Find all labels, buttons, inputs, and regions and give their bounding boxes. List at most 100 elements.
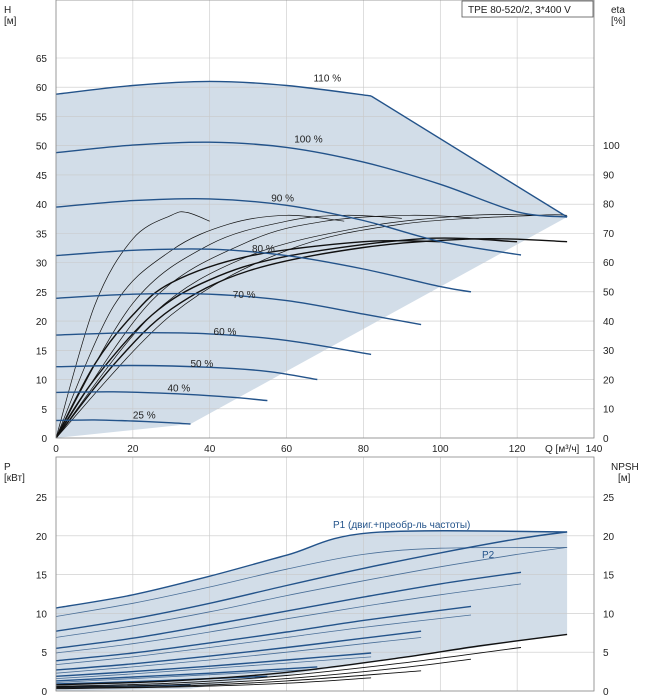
power-axis-unit: [кВт]: [4, 473, 25, 484]
speed-label: 25 %: [133, 411, 156, 422]
npsh-curve: [56, 633, 568, 686]
speed-label: 100 %: [294, 135, 322, 146]
eta-tick-label: 0: [603, 434, 609, 445]
speed-label: 80 %: [252, 244, 275, 255]
head-tick-label: 25: [36, 288, 48, 299]
flow-axis-ticks: 0 20 40 60 80 100 120 140: [53, 444, 603, 455]
speed-curve: [56, 332, 372, 356]
speed-label: 90 %: [271, 194, 294, 205]
eta-tick-label: 50: [603, 288, 615, 299]
power-curves: [56, 530, 568, 690]
eta-curve: [56, 211, 210, 438]
p2-curve: [56, 668, 318, 683]
eta-tick-label: 90: [603, 170, 615, 181]
eta-tick-label: 30: [603, 346, 615, 357]
npsh-tick-label: 15: [603, 571, 615, 582]
eta-axis-label: eta: [611, 5, 625, 16]
eta-tick-label: 100: [603, 141, 620, 152]
p2-curve: [56, 547, 568, 617]
npsh-axis-unit: [м]: [618, 473, 631, 484]
speed-curve: [56, 292, 422, 326]
npsh-axis-ticks: 0 5 10 15 20 25: [603, 493, 615, 698]
eta-tick-label: 20: [603, 375, 615, 386]
efficiency-curves: [56, 211, 568, 438]
power-tick-label: 0: [41, 687, 47, 698]
chart-title-box: TPE 80-520/2, 3*400 V: [461, 0, 594, 18]
head-tick-label: 30: [36, 259, 48, 270]
max-power-boundary: [370, 95, 568, 218]
p1-curve: [56, 605, 472, 662]
flow-tick-label: 120: [509, 444, 526, 455]
power-tick-label: 15: [36, 571, 48, 582]
p1-curve-label: P1 (двиг.+преобр-ль частоты): [333, 519, 470, 531]
eta-tick-label: 40: [603, 317, 615, 328]
p2-curve: [56, 656, 372, 679]
head-tick-label: 20: [36, 317, 48, 328]
head-tick-label: 65: [36, 54, 48, 65]
eta-tick-label: 10: [603, 405, 615, 416]
top-plot-frame: [55, 0, 595, 439]
flow-tick-label: 20: [127, 444, 139, 455]
speed-curve: [56, 248, 472, 293]
speed-labels: 110 % 100 % 90 % 80 % 70 % 60 % 50 % 40 % 25 %: [133, 73, 341, 421]
eta-axis-unit: [%]: [611, 16, 626, 27]
p1-curve: [56, 666, 318, 682]
npsh-axis-label: NPSH: [611, 462, 639, 473]
speed-curve: [56, 141, 568, 218]
power-axis-ticks: 0 5 10 15 20 25: [36, 493, 48, 698]
p1-curve: [56, 530, 568, 609]
head-efficiency-plot: 110 % 100 % 90 % 80 % 70 % 60 % 50 % 40 % 25 % 0…: [4, 0, 626, 455]
npsh-tick-label: 10: [603, 609, 615, 620]
flow-tick-label: 140: [586, 444, 603, 455]
head-tick-label: 10: [36, 376, 48, 387]
power-tick-label: 25: [36, 493, 48, 504]
speed-label: 70 %: [233, 290, 256, 301]
eta-tick-label: 60: [603, 258, 615, 269]
power-tick-label: 10: [36, 609, 48, 620]
speed-label: 40 %: [167, 384, 190, 395]
bottom-plot-frame: [55, 456, 595, 692]
head-tick-label: 35: [36, 229, 48, 240]
head-tick-label: 45: [36, 171, 48, 182]
power-axis-label: P: [4, 462, 11, 473]
power-tick-label: 5: [41, 648, 47, 659]
head-tick-label: 60: [36, 83, 48, 94]
p1-curve: [56, 531, 568, 632]
npsh-tick-label: 5: [603, 648, 609, 659]
head-tick-label: 50: [36, 142, 48, 153]
npsh-curve: [56, 677, 372, 690]
eta-tick-label: 80: [603, 200, 615, 211]
eta-curve: [56, 214, 402, 438]
p1-curve: [56, 675, 268, 685]
p2-curve: [56, 637, 422, 674]
head-tick-label: 55: [36, 112, 48, 123]
flow-tick-label: 100: [432, 444, 449, 455]
speed-curve: [56, 419, 191, 425]
eta-curve: [56, 214, 479, 438]
speed-curve: [56, 197, 522, 256]
speed-curve: [56, 80, 372, 97]
speed-label: 110 %: [313, 73, 341, 84]
head-axis-unit: [м]: [4, 16, 17, 27]
head-axis-ticks: 0 5 10 15 20 25 30 35 40 45 50 55 60 65: [36, 54, 48, 445]
chart-title: TPE 80-520/2, 3*400 V: [468, 5, 571, 16]
head-tick-label: 5: [41, 405, 47, 416]
npsh-curve: [56, 658, 472, 688]
eta-curve: [56, 237, 518, 438]
power-tick-label: 20: [36, 532, 48, 543]
npsh-tick-label: 20: [603, 532, 615, 543]
p2-curve-label: P2: [482, 550, 495, 561]
p2-curve: [56, 614, 472, 665]
head-tick-label: 40: [36, 200, 48, 211]
flow-tick-label: 40: [204, 444, 216, 455]
eta-curve: [56, 214, 537, 438]
p2-curve: [56, 547, 568, 638]
eta-tick-label: 70: [603, 229, 615, 240]
flow-tick-label: 0: [53, 444, 59, 455]
flow-tick-label: 60: [281, 444, 293, 455]
speed-label: 60 %: [214, 327, 237, 338]
eta-curve: [56, 237, 568, 438]
eta-axis-ticks: 0 10 20 30 40 50 60 70 80 90 100: [603, 141, 620, 445]
p2-curve: [56, 583, 522, 654]
